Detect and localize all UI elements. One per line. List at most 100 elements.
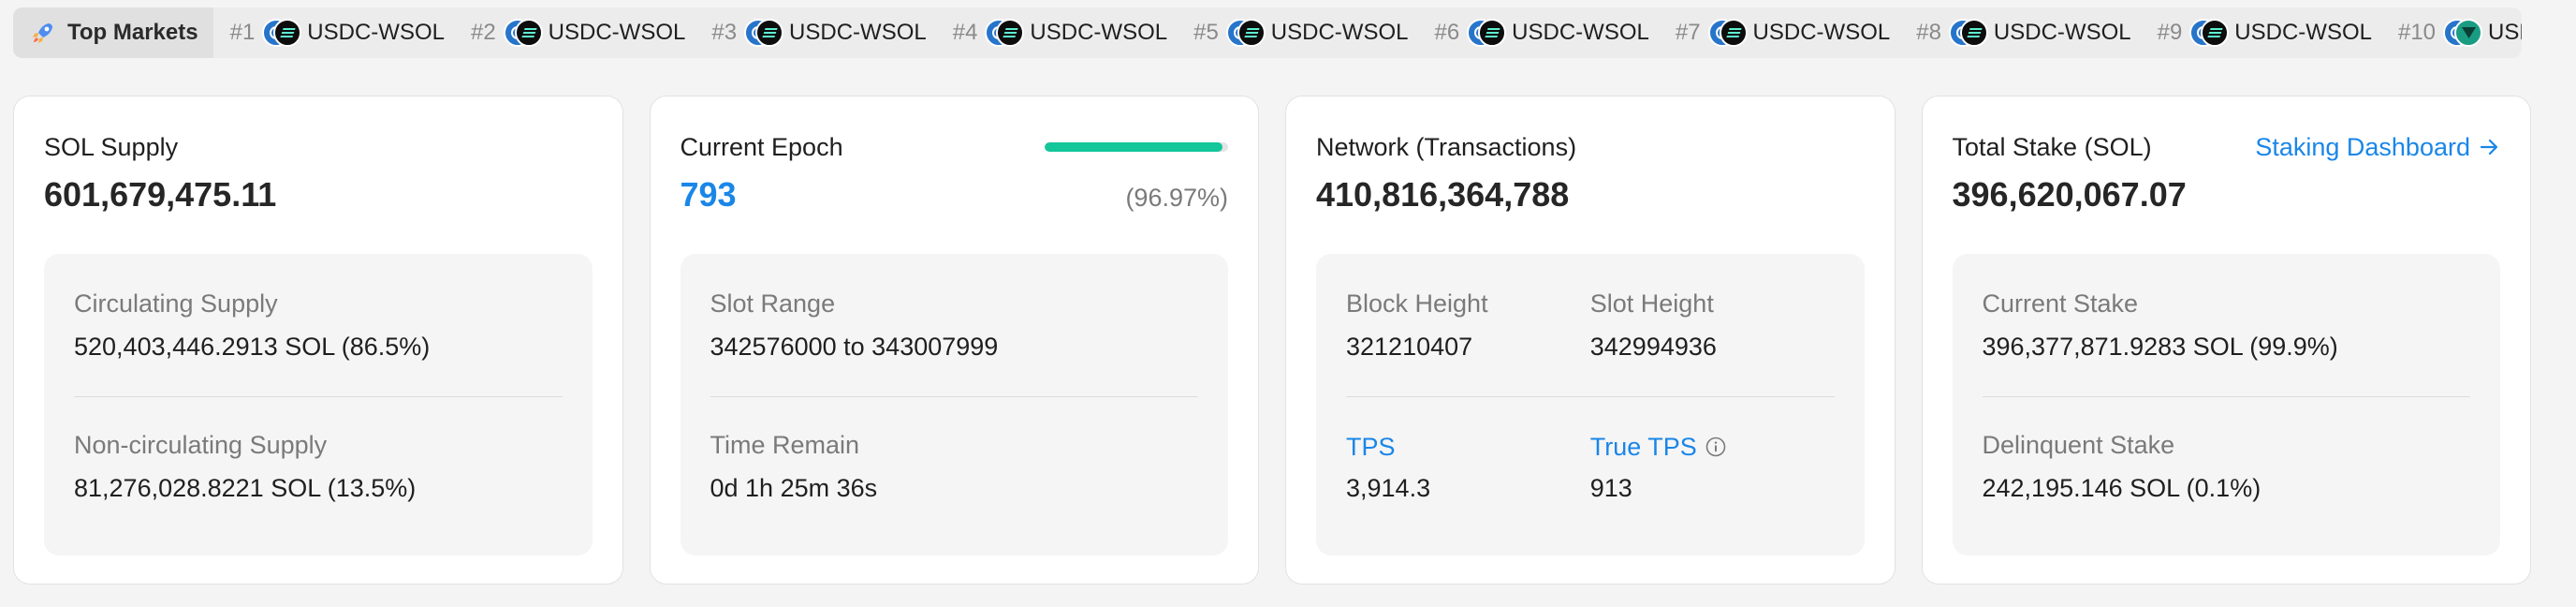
current-stake-label: Current Stake — [1982, 289, 2139, 318]
circulating-supply-label: Circulating Supply — [74, 289, 278, 318]
market-rank: #9 — [2157, 20, 2183, 45]
market-rank: #4 — [952, 20, 978, 45]
true-tps-label-text: True TPS — [1589, 432, 1697, 461]
delinquent-stake-value: 242,195.146 SOL (0.1%) — [1982, 474, 2261, 502]
network-transactions-value: 410,816,364,788 — [1316, 175, 1570, 214]
pair-icons — [1707, 19, 1748, 47]
info-icon[interactable] — [1705, 436, 1727, 458]
sol-icon — [755, 19, 784, 47]
slot-range-value: 342576000 to 343007999 — [710, 333, 999, 361]
time-remain-label: Time Remain — [710, 431, 860, 459]
divider — [1346, 396, 1835, 397]
market-item[interactable]: #10 USDC-USDT — [2381, 7, 2522, 58]
non-circulating-supply-label: Non-circulating Supply — [74, 431, 328, 459]
circulating-supply-value: 520,403,446.2913 SOL (86.5%) — [74, 333, 431, 361]
sol-icon — [996, 19, 1025, 47]
card-title: Network (Transactions) — [1316, 132, 1577, 161]
sol-icon — [273, 19, 302, 47]
market-rank: #6 — [1434, 20, 1460, 45]
sol-supply-value: 601,679,475.11 — [44, 175, 277, 214]
market-pair: USDC-WSOL — [1512, 20, 1649, 45]
staking-dashboard-link[interactable]: Staking Dashboard — [2255, 133, 2500, 162]
pair-icons — [1225, 19, 1266, 47]
market-rank: #10 — [2397, 20, 2437, 45]
sol-icon — [1478, 19, 1507, 47]
supply-details: Circulating Supply 520,403,446.2913 SOL … — [44, 254, 593, 555]
epoch-progress-bar — [1045, 142, 1228, 152]
market-item[interactable]: #6 USDC-WSOL — [1417, 7, 1658, 58]
top-markets-label: Top Markets — [67, 20, 198, 45]
sol-icon — [1959, 19, 1988, 47]
market-rank: #1 — [229, 20, 256, 45]
non-circulating-supply-value: 81,276,028.8221 SOL (13.5%) — [74, 474, 417, 502]
market-item[interactable]: #5 USDC-WSOL — [1177, 7, 1417, 58]
market-pair: USDC-WSOL — [1993, 20, 2131, 45]
slot-range-label: Slot Range — [710, 289, 836, 318]
block-height-value: 321210407 — [1346, 333, 1473, 361]
divider — [1982, 396, 2470, 397]
stats-cards: SOL Supply 601,679,475.11 Circulating Su… — [13, 96, 2531, 585]
markets-list: #1 USDC-WSOL #2 USDC-WSOL #3 USDC-WSOL #4 USDC-… — [213, 7, 2522, 58]
market-item[interactable]: #7 USDC-WSOL — [1659, 7, 1899, 58]
pair-icons — [2443, 19, 2483, 47]
stake-details: Current Stake 396,377,871.9283 SOL (99.9… — [1952, 254, 2500, 555]
usdt-icon — [2454, 19, 2483, 47]
market-pair: USDC-WSOL — [1030, 20, 1168, 45]
epoch-progress-fill — [1045, 142, 1223, 152]
market-pair: USDC-USDT — [2488, 20, 2522, 45]
card-title: Current Epoch — [680, 132, 843, 161]
total-stake-value: 396,620,067.07 — [1952, 175, 2187, 214]
sol-supply-card: SOL Supply 601,679,475.11 Circulating Su… — [13, 96, 623, 585]
divider — [710, 396, 1198, 397]
top-markets-header: Top Markets — [13, 7, 213, 58]
network-card: Network (Transactions) 410,816,364,788 B… — [1285, 96, 1895, 585]
rocket-icon — [33, 23, 52, 43]
market-rank: #3 — [711, 20, 738, 45]
market-rank: #2 — [470, 20, 496, 45]
market-item[interactable]: #3 USDC-WSOL — [695, 7, 935, 58]
top-markets-ticker: Top Markets #1 USDC-WSOL #2 USDC-WSOL #3 USDC… — [13, 7, 2522, 58]
epoch-value[interactable]: 793 — [680, 175, 737, 214]
pair-icons — [985, 19, 1025, 47]
market-pair: USDC-WSOL — [307, 20, 445, 45]
market-item[interactable]: #4 USDC-WSOL — [936, 7, 1177, 58]
epoch-details: Slot Range 342576000 to 343007999 Time R… — [680, 254, 1228, 555]
pair-icons — [1467, 19, 1507, 47]
market-item[interactable]: #8 USDC-WSOL — [1899, 7, 2140, 58]
pair-icons — [2189, 19, 2230, 47]
card-title: SOL Supply — [44, 132, 179, 161]
tps-label[interactable]: TPS — [1346, 431, 1590, 463]
sol-icon — [2201, 19, 2230, 47]
network-details: Block Height 321210407 Slot Height 34299… — [1316, 254, 1865, 555]
market-pair: USDC-WSOL — [1270, 20, 1409, 45]
market-pair: USDC-WSOL — [789, 20, 927, 45]
market-item[interactable]: #2 USDC-WSOL — [454, 7, 695, 58]
market-pair: USDC-WSOL — [2234, 20, 2372, 45]
slot-height-label: Slot Height — [1589, 289, 1714, 318]
pair-icons — [744, 19, 784, 47]
pair-icons — [262, 19, 302, 47]
tps-value: 3,914.3 — [1346, 474, 1431, 502]
epoch-percent: (96.97%) — [1125, 184, 1228, 212]
market-item[interactable]: #1 USDC-WSOL — [213, 7, 454, 58]
sol-icon — [514, 19, 543, 47]
market-rank: #5 — [1193, 20, 1219, 45]
time-remain-value: 0d 1h 25m 36s — [710, 474, 878, 502]
sol-icon — [1719, 19, 1748, 47]
pair-icons — [503, 19, 543, 47]
arrow-right-icon — [2480, 139, 2498, 155]
divider — [74, 396, 563, 397]
market-pair: USDC-WSOL — [1752, 20, 1891, 45]
pair-icons — [1948, 19, 1988, 47]
market-rank: #7 — [1675, 20, 1701, 45]
card-title: Total Stake (SOL) — [1952, 132, 2152, 161]
true-tps-value: 913 — [1589, 474, 1632, 502]
true-tps-label[interactable]: True TPS — [1590, 431, 1835, 463]
market-pair: USDC-WSOL — [548, 20, 686, 45]
market-item[interactable]: #9 USDC-WSOL — [2141, 7, 2381, 58]
total-stake-card: Total Stake (SOL) Staking Dashboard 396,… — [1921, 96, 2531, 585]
tps-label-text: TPS — [1346, 432, 1396, 461]
delinquent-stake-label: Delinquent Stake — [1982, 431, 2175, 459]
current-stake-value: 396,377,871.9283 SOL (99.9%) — [1982, 333, 2338, 361]
block-height-label: Block Height — [1346, 289, 1488, 318]
